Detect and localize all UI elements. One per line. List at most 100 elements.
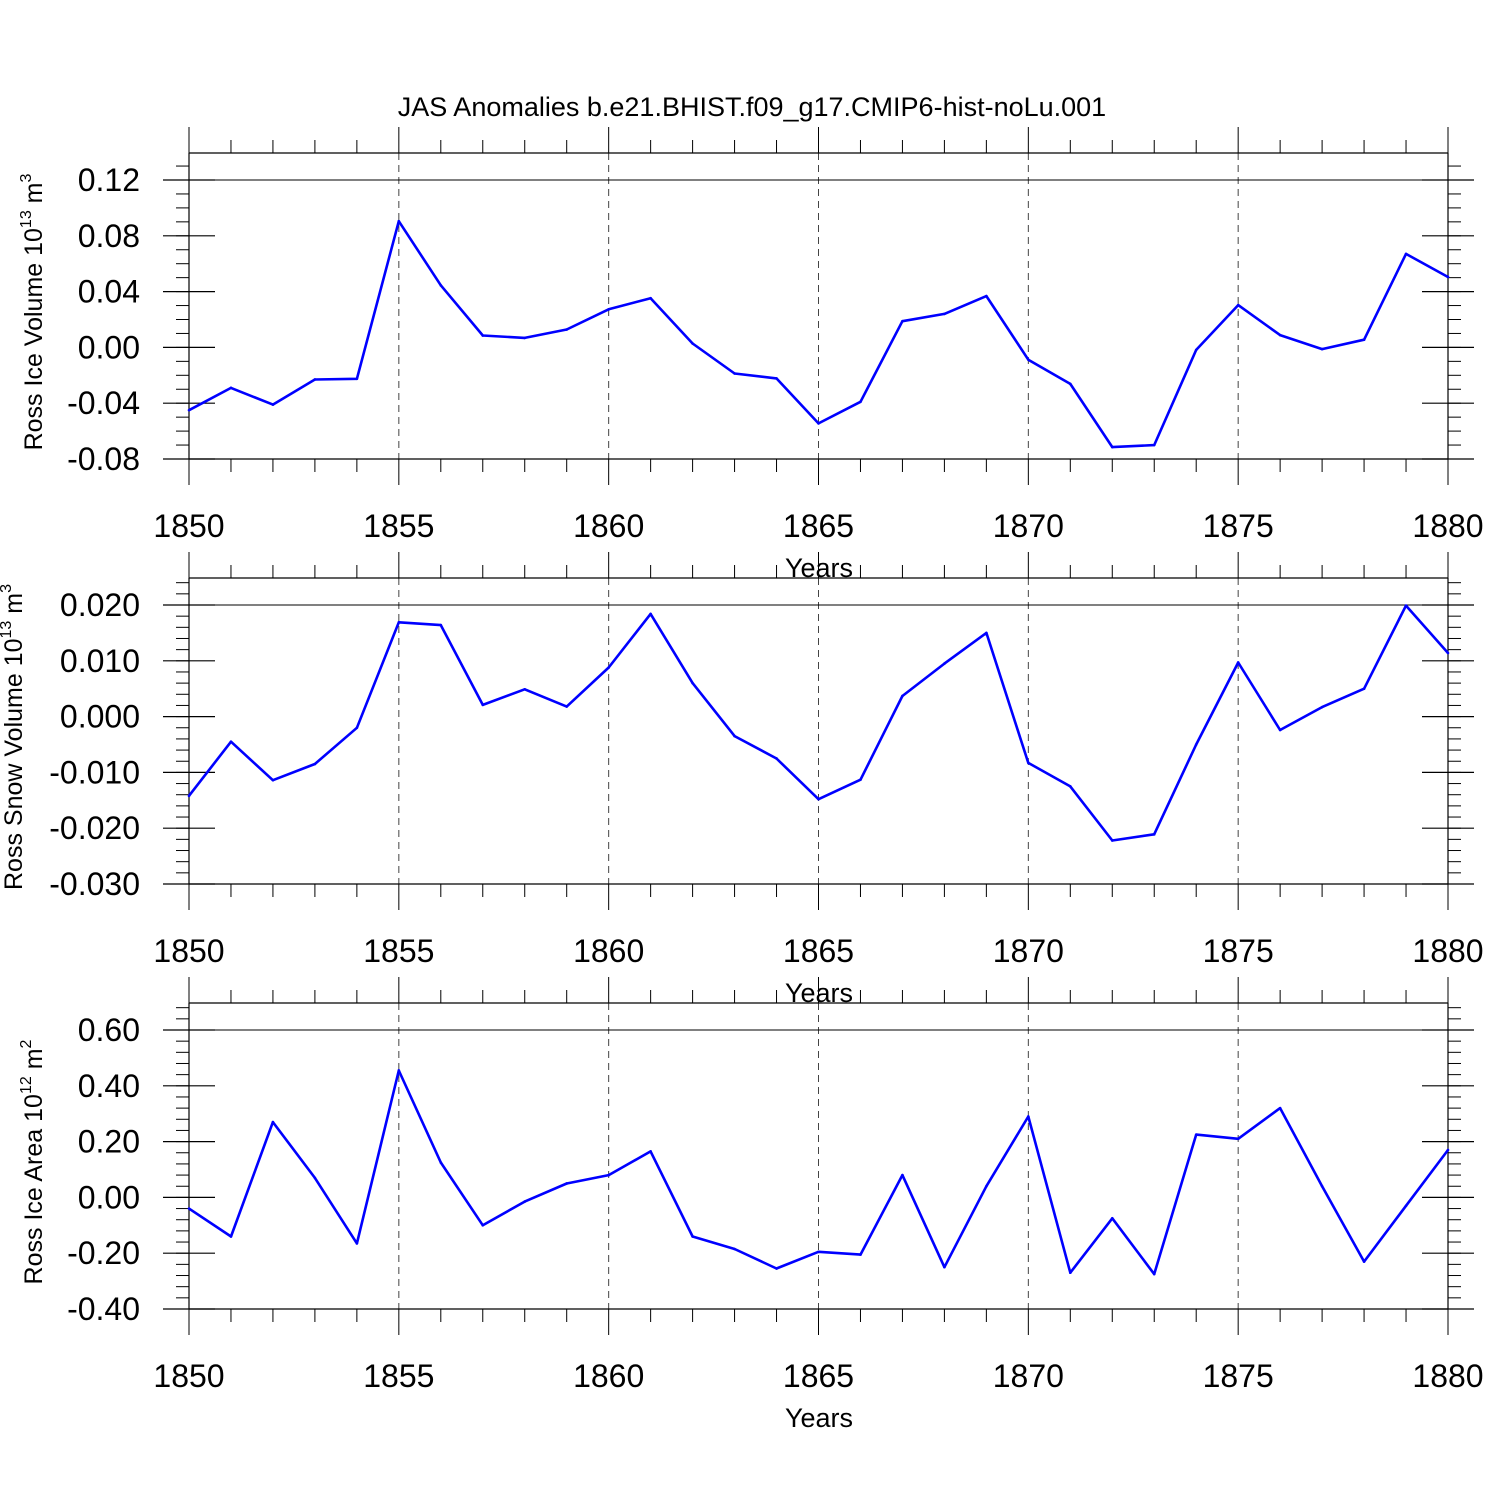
data-point — [1110, 445, 1114, 449]
data-point — [1404, 252, 1408, 256]
y-tick-label: -0.010 — [49, 754, 140, 790]
data-point — [1404, 1204, 1408, 1208]
x-axis-label: Years — [785, 1403, 853, 1433]
data-point — [1446, 1148, 1450, 1152]
data-point — [1152, 443, 1156, 447]
y-tick-label: 0.40 — [78, 1068, 140, 1104]
data-point — [355, 377, 359, 381]
data-point — [1027, 358, 1030, 361]
data-point — [397, 620, 401, 624]
x-tick-label: 1850 — [153, 1358, 224, 1394]
data-point — [1194, 1133, 1198, 1136]
y-label-text: Ross Ice Volume 10 — [20, 228, 48, 450]
data-point — [1446, 651, 1450, 655]
y-tick-label: -0.40 — [67, 1291, 140, 1327]
x-tick-label: 1865 — [783, 508, 854, 544]
data-point — [1152, 1272, 1156, 1276]
data-point — [271, 1120, 275, 1124]
data-point — [1278, 333, 1282, 337]
y-tick-label: 0.20 — [78, 1124, 140, 1160]
x-tick-label: 1870 — [993, 1358, 1064, 1394]
data-point — [187, 794, 191, 798]
y-label-text: Ross Ice Area 10 — [20, 1094, 48, 1284]
data-point — [649, 296, 652, 300]
data-point — [1236, 1137, 1240, 1141]
x-tick-label: 1875 — [1203, 1358, 1274, 1394]
y-tick-label: -0.08 — [67, 441, 140, 477]
data-point — [187, 408, 191, 412]
data-point — [565, 705, 568, 708]
data-point — [775, 1267, 778, 1270]
data-point — [1027, 761, 1030, 765]
x-tick-label: 1855 — [363, 933, 434, 969]
data-point — [607, 1173, 610, 1177]
data-point — [187, 1207, 191, 1210]
data-point — [565, 1182, 568, 1185]
data-point — [901, 1173, 904, 1177]
y-tick-label: 0.020 — [60, 587, 140, 623]
data-point — [817, 797, 820, 801]
x-tick-label: 1860 — [573, 1358, 644, 1394]
y-axis-label: Ross Ice Area 1012 m2 — [18, 1039, 48, 1284]
data-point — [691, 1235, 694, 1238]
data-point — [607, 308, 610, 311]
data-point — [985, 631, 988, 635]
y-label-unit-exponent: 3 — [18, 173, 35, 182]
y-label-exponent: 12 — [18, 1076, 35, 1094]
data-point — [1194, 348, 1198, 352]
data-point — [271, 778, 275, 782]
data-point — [1278, 728, 1282, 732]
data-point — [439, 284, 443, 287]
data-point — [733, 734, 736, 738]
data-point — [523, 336, 527, 340]
data-point — [1362, 1260, 1366, 1263]
y-tick-label: 0.04 — [78, 274, 140, 310]
data-point — [691, 342, 694, 345]
data-point — [523, 1200, 527, 1203]
y-label-unit: m — [20, 1048, 48, 1076]
data-point — [1404, 604, 1408, 607]
data-point — [271, 403, 275, 406]
y-tick-label: 0.00 — [78, 1179, 140, 1215]
data-point — [1194, 743, 1198, 746]
y-tick-label: 0.00 — [78, 329, 140, 365]
y-axis-label: Ross Snow Volume 1013 m3 — [0, 584, 28, 890]
data-point — [607, 666, 610, 669]
data-point — [1362, 338, 1366, 342]
data-point — [1069, 1271, 1072, 1275]
data-point — [775, 757, 778, 760]
data-point — [439, 623, 443, 627]
data-point — [355, 1242, 359, 1245]
data-point — [229, 1235, 233, 1238]
x-tick-label: 1860 — [573, 508, 644, 544]
data-point — [313, 378, 317, 381]
data-point — [481, 1224, 485, 1227]
data-point — [1110, 1217, 1114, 1220]
data-point — [1110, 839, 1114, 842]
data-point — [901, 319, 904, 323]
data-point — [985, 294, 988, 298]
x-tick-label: 1880 — [1412, 933, 1483, 969]
data-point — [1446, 275, 1450, 279]
data-point — [691, 681, 694, 685]
y-label-unit-exponent: 2 — [18, 1039, 35, 1048]
data-point — [229, 386, 233, 390]
data-point — [1069, 382, 1072, 386]
x-tick-label: 1875 — [1203, 508, 1274, 544]
y-tick-label: -0.030 — [49, 866, 140, 902]
data-point — [523, 687, 527, 691]
data-point — [1320, 1184, 1324, 1188]
data-point — [229, 740, 233, 744]
data-point — [943, 662, 946, 665]
x-tick-label: 1855 — [363, 508, 434, 544]
data-point — [1236, 303, 1240, 307]
x-tick-label: 1860 — [573, 933, 644, 969]
chart-title: JAS Anomalies b.e21.BHIST.f09_g17.CMIP6-… — [398, 92, 1106, 122]
data-point — [817, 422, 820, 425]
data-point — [1278, 1106, 1282, 1110]
data-point — [313, 762, 317, 766]
data-point — [943, 312, 946, 316]
y-tick-label: -0.020 — [49, 810, 140, 846]
data-point — [733, 372, 736, 375]
